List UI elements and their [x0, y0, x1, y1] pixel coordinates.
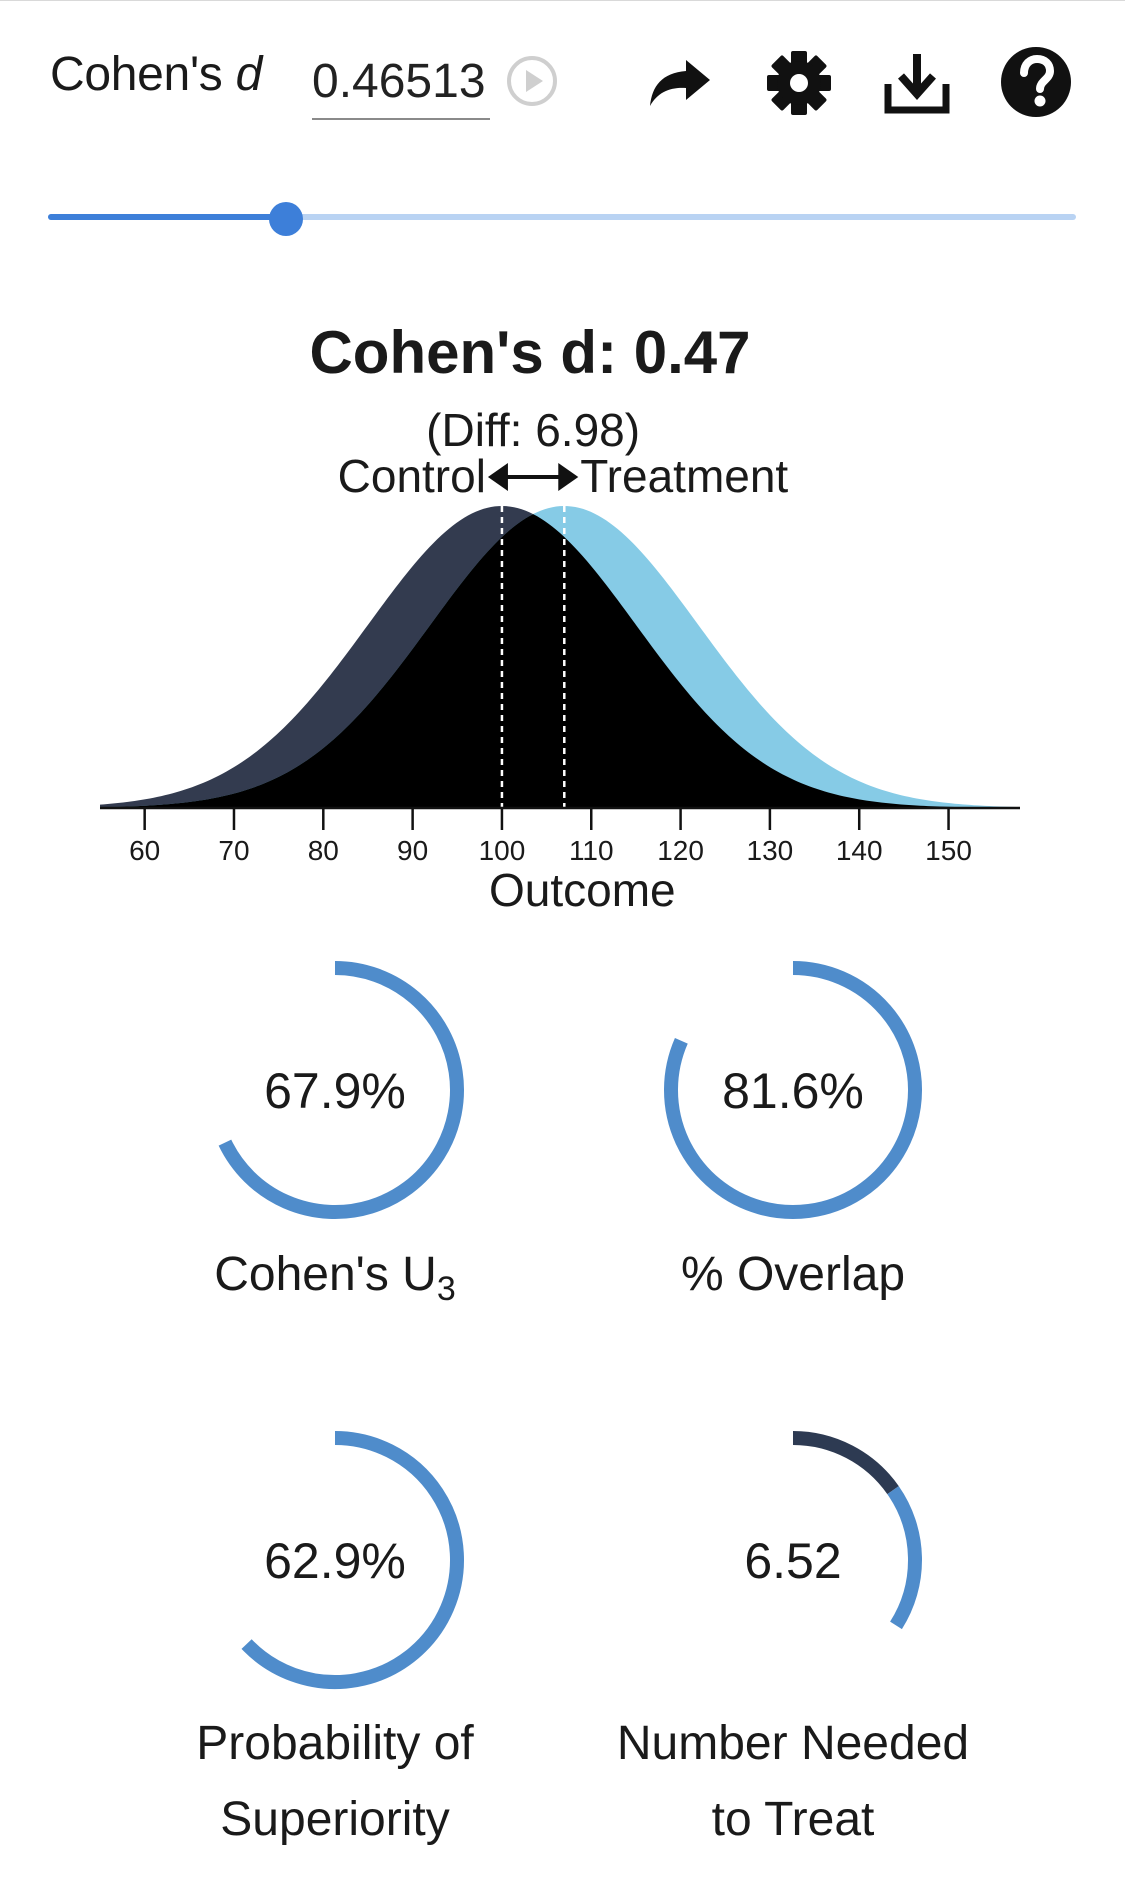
- download-icon[interactable]: [884, 52, 950, 114]
- overlap-label: % Overlap: [680, 1248, 906, 1301]
- x-axis-title: Outcome: [489, 864, 676, 916]
- diff-arrowhead-left: [487, 463, 508, 491]
- number-needed-to-treat-donut: [792, 1431, 922, 1630]
- cohens-d-input[interactable]: [312, 44, 490, 120]
- distribution-chart: 60 70 80 90 100 110 120 130 140 150 Outcome (Diff: …: [100, 404, 1020, 916]
- x-tick-label: 130: [747, 835, 794, 866]
- x-tick-label: 90: [397, 835, 428, 866]
- slider-thumb[interactable]: [269, 202, 304, 236]
- cohens-u3-label: Cohen's U3: [214, 1248, 456, 1308]
- nnt-arc-dark: [792, 1431, 899, 1495]
- x-tick-label: 140: [836, 835, 883, 866]
- x-tick-label: 70: [218, 835, 249, 866]
- cohens-u3-value: 67.9%: [264, 1063, 406, 1119]
- overlap-value: 81.6%: [722, 1063, 864, 1119]
- control-label: Control: [338, 450, 486, 502]
- overlap-donut: [664, 961, 922, 1219]
- gear-icon[interactable]: [766, 50, 832, 116]
- x-tick-label: 100: [479, 835, 526, 866]
- donut-arc: [241, 1431, 464, 1689]
- probability-of-superiority-value: 62.9%: [264, 1533, 406, 1589]
- diff-arrowhead-right: [558, 463, 579, 491]
- donut-arc: [218, 961, 464, 1219]
- probability-of-superiority-donut: [241, 1431, 464, 1689]
- share-icon[interactable]: [648, 58, 712, 108]
- cohens-d-slider[interactable]: [48, 202, 1076, 236]
- cohens-d-label: Cohen's d: [50, 48, 262, 101]
- slider-track[interactable]: [48, 214, 1076, 220]
- top-divider: [0, 0, 1125, 1]
- diff-label: (Diff: 6.98): [426, 404, 640, 456]
- donut-arc: [664, 961, 922, 1219]
- x-tick-label: 150: [925, 835, 972, 866]
- chart-title: Cohen's d: 0.47: [309, 319, 751, 386]
- x-tick-label: 80: [308, 835, 339, 866]
- probability-of-superiority-label: Probability of Superiority: [196, 1717, 474, 1846]
- number-needed-to-treat-value: 6.52: [744, 1533, 842, 1589]
- x-tick-label: 110: [569, 835, 614, 866]
- play-circle-icon[interactable]: [505, 54, 559, 108]
- number-needed-to-treat-label: Number Needed to Treat: [616, 1717, 970, 1846]
- help-icon[interactable]: [1000, 46, 1072, 118]
- density-overlap: [100, 514, 1020, 808]
- x-tick-label: 120: [657, 835, 704, 866]
- x-tick-label: 60: [129, 835, 160, 866]
- slider-fill: [48, 214, 287, 220]
- treatment-label: Treatment: [580, 450, 788, 502]
- cohens-u3-donut: [218, 961, 464, 1219]
- nnt-arc: [887, 1486, 922, 1630]
